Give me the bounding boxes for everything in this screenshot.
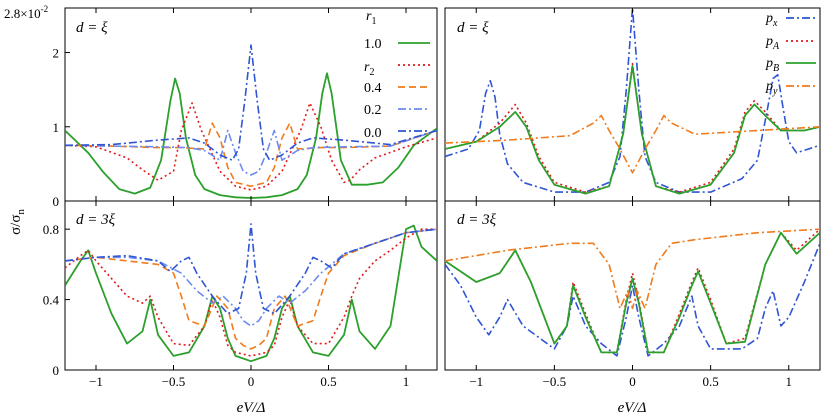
- bottom-left-xtick-label: −1: [89, 374, 103, 389]
- top-right-series-py: [445, 114, 820, 174]
- legend-right: px pA pB py: [765, 11, 816, 97]
- bottom-right-xtick-label: −0.5: [543, 374, 567, 389]
- bottom-left-series-1.0: [65, 224, 437, 363]
- bottom-right-series-px: [445, 243, 820, 357]
- bottom-left-series-r2: [65, 228, 437, 357]
- legend-right-label-2: pA: [765, 34, 780, 52]
- panel-bottom-right-frame: [444, 200, 821, 371]
- legend-left-label-4: 0.2: [364, 103, 382, 118]
- top-right-series-pB: [445, 65, 820, 195]
- bottom-left-xtick-label: −0.5: [162, 374, 186, 389]
- legend-right-label-3: pB: [765, 56, 779, 74]
- bottom-left-series-0.0: [65, 223, 437, 315]
- bottom-left-ytick-label: 0.4: [43, 293, 60, 308]
- top-left-series-0.2: [65, 129, 437, 176]
- bottom-right-series-py: [445, 228, 820, 310]
- panel-annotation-bottom-left: d = 3ξ: [76, 212, 116, 228]
- panel-annotation-bottom-right: d = 3ξ: [457, 212, 497, 228]
- bottom-left-ytick-label: 0: [53, 363, 60, 378]
- top-left-ytick-label: 1: [53, 120, 60, 135]
- top-left-series-0.0: [65, 44, 437, 161]
- legend-left-label-2: r2: [364, 60, 374, 78]
- bottom-left-series-0.2: [65, 228, 437, 327]
- bottom-left-xtick-label: 0: [248, 374, 255, 389]
- panel-annotation-top-left: d = ξ: [76, 20, 108, 36]
- curve-layer: [65, 8, 820, 363]
- legend-left-label-3: 0.4: [364, 81, 382, 96]
- x-axis-label-left: eV/Δ: [237, 400, 266, 416]
- tick-layer: 0 1 2 −1 −0.5 0 0.5 1 0 0.4 0.8 −1 −0.5 0 0.5 1: [43, 8, 792, 389]
- top-right-series-px: [445, 8, 820, 193]
- bottom-right-xtick-label: 0: [629, 374, 636, 389]
- bottom-left-series-0.4: [65, 228, 437, 350]
- legend-right-label-4: py: [765, 79, 778, 97]
- bottom-left-xtick-label: 1: [403, 374, 410, 389]
- bottom-right-xtick-label: 0.5: [703, 374, 719, 389]
- legend-left-label-1: 1.0: [364, 37, 382, 52]
- panel-bottom-left-frame: [64, 200, 438, 371]
- bottom-right-series-pB: [445, 231, 820, 354]
- legend-left: r1 1.0 r2 0.4 0.2 0.0: [364, 9, 430, 141]
- legend-left-label-5: 0.0: [364, 126, 382, 141]
- y-axis-label: σ/σn: [8, 209, 27, 235]
- bottom-right-series-pA: [445, 228, 820, 354]
- scale-prefix: 2.8×10-2: [4, 4, 48, 21]
- legend-right-label-1: px: [765, 11, 778, 29]
- bottom-right-xtick-label: −1: [469, 374, 483, 389]
- top-left-series-r2: [65, 102, 437, 191]
- top-left-ytick-label: 2: [53, 46, 60, 61]
- panel-annotation-top-right: d = ξ: [457, 20, 489, 36]
- x-axis-label-right: eV/Δ: [618, 400, 647, 416]
- legend-left-header: r1: [366, 9, 376, 27]
- top-left-ytick-label: 0: [53, 194, 60, 209]
- bottom-right-xtick-label: 1: [786, 374, 793, 389]
- bottom-left-xtick-label: 0.5: [320, 374, 336, 389]
- bottom-left-ytick-label: 0.8: [43, 222, 59, 237]
